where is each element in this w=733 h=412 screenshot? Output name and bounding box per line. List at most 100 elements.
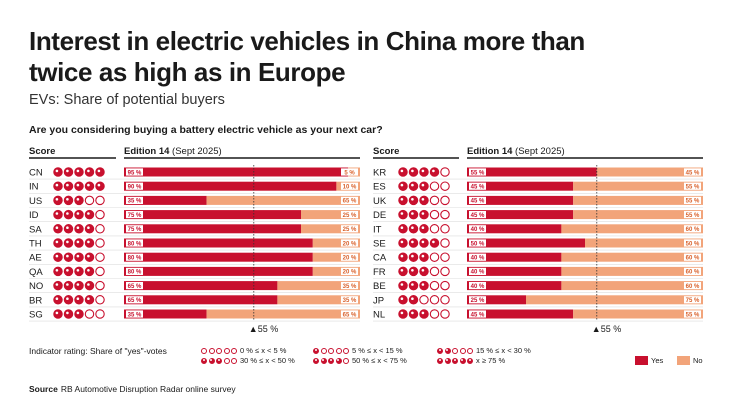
rating-dot bbox=[467, 357, 473, 364]
score-dot bbox=[419, 309, 429, 319]
yes-value-label: 40 % bbox=[471, 270, 485, 276]
country-label: SA bbox=[29, 224, 42, 235]
edition-header: Edition 14 (Sept 2025) bbox=[124, 146, 222, 157]
rating-range-label: 50 % ≤ x < 75 % bbox=[352, 356, 407, 365]
yes-label-bg bbox=[126, 239, 143, 247]
score-dot bbox=[84, 280, 95, 291]
yes-value-label: 55 % bbox=[471, 170, 485, 176]
score-dot-highlight bbox=[400, 283, 404, 286]
score-dot bbox=[398, 266, 408, 277]
no-value-label: 60 % bbox=[686, 227, 700, 233]
score-dot bbox=[95, 209, 105, 220]
score-dot-highlight bbox=[87, 254, 90, 258]
score-dot bbox=[440, 209, 450, 220]
score-dot bbox=[440, 280, 450, 291]
rating-dot bbox=[437, 357, 443, 364]
score-dot bbox=[74, 167, 84, 177]
yes-value-label: 80 % bbox=[128, 270, 142, 276]
score-dot bbox=[398, 167, 408, 177]
country-label: IT bbox=[373, 224, 382, 235]
bar-yes bbox=[467, 167, 597, 177]
no-value-label: 60 % bbox=[686, 256, 700, 262]
score-dot bbox=[95, 266, 105, 277]
no-label-bg bbox=[684, 211, 701, 219]
no-value-label: 65 % bbox=[343, 199, 357, 205]
country-label: UK bbox=[373, 196, 387, 207]
score-dot-highlight bbox=[411, 254, 414, 258]
score-dot bbox=[440, 252, 450, 262]
yes-label-bg bbox=[126, 296, 143, 304]
rating-dot bbox=[452, 347, 458, 354]
score-dot-highlight bbox=[66, 240, 69, 244]
country-label: IN bbox=[29, 182, 39, 193]
bar-no bbox=[561, 224, 703, 234]
yes-label-bg bbox=[469, 296, 486, 304]
score-dot-highlight bbox=[76, 226, 80, 229]
score-dot-highlight bbox=[55, 269, 59, 272]
bar-yes bbox=[467, 295, 526, 305]
score-dot-highlight bbox=[76, 297, 80, 301]
no-label-bg bbox=[684, 310, 701, 318]
score-dot-highlight bbox=[76, 254, 80, 258]
score-dot-highlight bbox=[76, 169, 80, 173]
no-label-bg bbox=[341, 196, 358, 204]
rating-range-label: 15 % ≤ x < 30 % bbox=[476, 346, 531, 355]
score-dot bbox=[398, 252, 408, 262]
score-dot bbox=[95, 224, 105, 234]
score-dot bbox=[95, 195, 105, 206]
rating-dot bbox=[313, 357, 319, 364]
score-dot-highlight bbox=[400, 226, 404, 229]
no-label-bg bbox=[341, 168, 358, 176]
page-title: Interest in electric vehicles in China m… bbox=[29, 26, 585, 87]
bar-yes bbox=[467, 309, 574, 319]
score-dot bbox=[408, 181, 419, 191]
score-dot bbox=[63, 209, 74, 220]
score-dot bbox=[63, 181, 74, 191]
rating-dot bbox=[208, 357, 215, 364]
rating-dot bbox=[343, 357, 349, 364]
no-label-bg bbox=[341, 182, 358, 190]
score-dot bbox=[63, 280, 74, 291]
yes-value-label: 25 % bbox=[471, 298, 485, 304]
rating-dot bbox=[452, 357, 458, 364]
rating-dot bbox=[223, 347, 230, 354]
rating-dot bbox=[313, 347, 319, 354]
score-dot bbox=[95, 181, 105, 191]
score-dot bbox=[408, 195, 419, 206]
score-dot bbox=[398, 280, 408, 291]
source-note: Source RB Automotive Disruption Radar onl… bbox=[29, 384, 236, 394]
yes-value-label: 45 % bbox=[471, 213, 485, 219]
yes-value-label: 95 % bbox=[128, 170, 142, 176]
no-value-label: 55 % bbox=[686, 199, 700, 205]
score-dot bbox=[408, 224, 419, 234]
score-dot bbox=[429, 181, 440, 191]
score-dot-highlight bbox=[411, 283, 414, 286]
score-dot-highlight bbox=[66, 269, 69, 272]
score-dot bbox=[429, 209, 440, 220]
score-dot bbox=[63, 167, 74, 177]
score-dot bbox=[440, 167, 450, 177]
score-dot bbox=[398, 224, 408, 234]
score-dot-highlight bbox=[76, 240, 80, 244]
yes-label-bg bbox=[126, 225, 143, 233]
yes-label-bg bbox=[126, 282, 143, 290]
score-dot-highlight bbox=[411, 169, 414, 173]
score-dot-highlight bbox=[55, 212, 59, 215]
yes-label-bg bbox=[469, 211, 486, 219]
bar-yes bbox=[124, 252, 313, 262]
score-dot-highlight bbox=[66, 169, 69, 173]
source-label: Source bbox=[29, 384, 58, 394]
rating-dot bbox=[335, 357, 342, 364]
score-dot bbox=[74, 195, 84, 206]
bar-yes bbox=[124, 266, 313, 276]
score-dot bbox=[429, 266, 440, 277]
yes-label-bg bbox=[126, 211, 143, 219]
score-dot bbox=[419, 209, 429, 220]
bar-yes bbox=[467, 181, 574, 191]
bar-yes bbox=[467, 266, 562, 276]
legend-rating-1: 5 % ≤ x < 15 % bbox=[313, 346, 403, 355]
rating-dot bbox=[328, 347, 334, 354]
no-label-bg bbox=[341, 267, 358, 275]
country-label: SE bbox=[373, 239, 386, 250]
score-dot-highlight bbox=[421, 212, 425, 215]
